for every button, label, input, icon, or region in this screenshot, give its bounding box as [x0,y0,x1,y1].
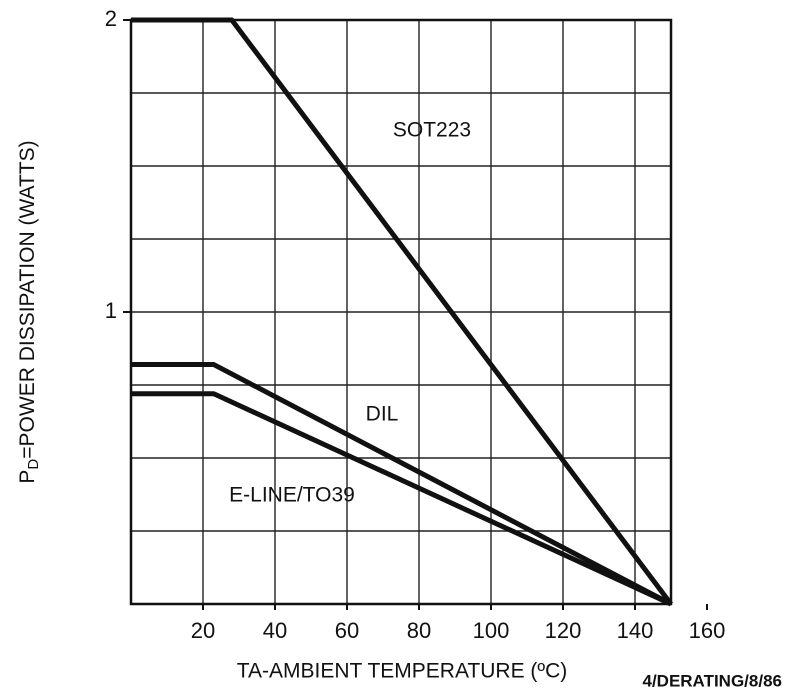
x-tick-label: 140 [617,618,654,643]
x-tick-label: 100 [473,618,510,643]
series-line [131,362,673,607]
x-tick-label: 80 [407,618,431,643]
y-label-symbol: P [16,470,39,484]
series-line [131,17,673,606]
series-line [131,391,673,607]
y-axis-label: PD=POWER DISSIPATION (WATTS) [16,140,42,483]
x-tick-label: 60 [335,618,359,643]
y-tick-label: 2 [105,6,117,31]
series-label: SOT223 [393,119,471,142]
series-label: E-LINE/TO39 [229,484,355,507]
x-tick-label: 20 [191,618,215,643]
series-label: DIL [366,403,399,426]
y-label-text: =POWER DISSIPATION (WATTS) [16,140,39,458]
x-tick-label: 160 [689,618,726,643]
x-tick-label: 120 [545,618,582,643]
y-tick-label: 1 [105,298,117,323]
x-tick-label: 40 [263,618,287,643]
x-axis-label: TA-AMBIENT TEMPERATURE (ºC) [237,660,567,683]
y-label-subscript: D [25,459,42,470]
footnote: 4/DERATING/8/86 [642,671,782,690]
